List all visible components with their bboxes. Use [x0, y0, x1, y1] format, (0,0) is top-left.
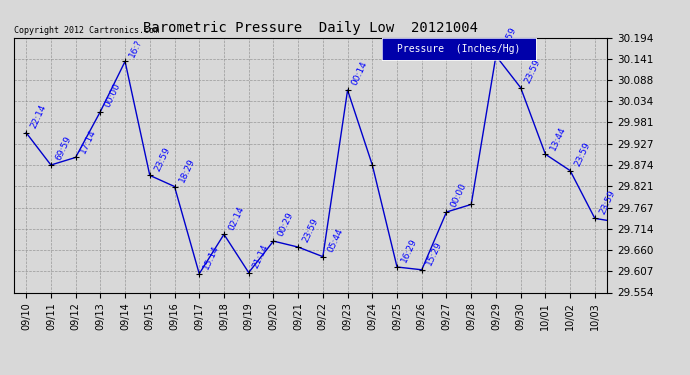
Text: 23:59: 23:59	[573, 141, 592, 168]
Text: 00:14: 00:14	[351, 60, 369, 87]
Text: 18:29: 18:29	[177, 157, 197, 184]
Text: 23:59: 23:59	[598, 189, 617, 216]
Text: 22:14: 22:14	[29, 103, 48, 130]
Text: 00:00: 00:00	[103, 82, 122, 109]
Text: 15:14: 15:14	[202, 244, 221, 271]
Text: 15:29: 15:29	[424, 240, 444, 267]
Text: 05:44: 05:44	[326, 227, 344, 254]
Text: 69:59: 69:59	[54, 135, 72, 162]
Text: 16:29: 16:29	[400, 237, 419, 264]
Text: 02:29: 02:29	[0, 374, 1, 375]
Text: 16:?: 16:?	[128, 38, 144, 58]
Text: 21:14: 21:14	[251, 243, 270, 270]
Text: 02:14: 02:14	[227, 204, 246, 231]
Text: 23:59: 23:59	[152, 146, 172, 172]
Text: 17:14: 17:14	[79, 128, 97, 154]
Text: 13:44: 13:44	[548, 124, 567, 152]
Text: 00:29: 00:29	[276, 211, 295, 238]
Text: Copyright 2012 Cartronics.com: Copyright 2012 Cartronics.com	[14, 26, 159, 35]
Text: 23:59: 23:59	[301, 217, 320, 244]
Text: 23:59: 23:59	[524, 58, 542, 85]
Text: 00:00: 00:00	[449, 182, 469, 209]
Text: 23:59: 23:59	[499, 26, 518, 53]
Text: 00:44: 00:44	[0, 374, 1, 375]
Title: Barometric Pressure  Daily Low  20121004: Barometric Pressure Daily Low 20121004	[143, 21, 478, 35]
